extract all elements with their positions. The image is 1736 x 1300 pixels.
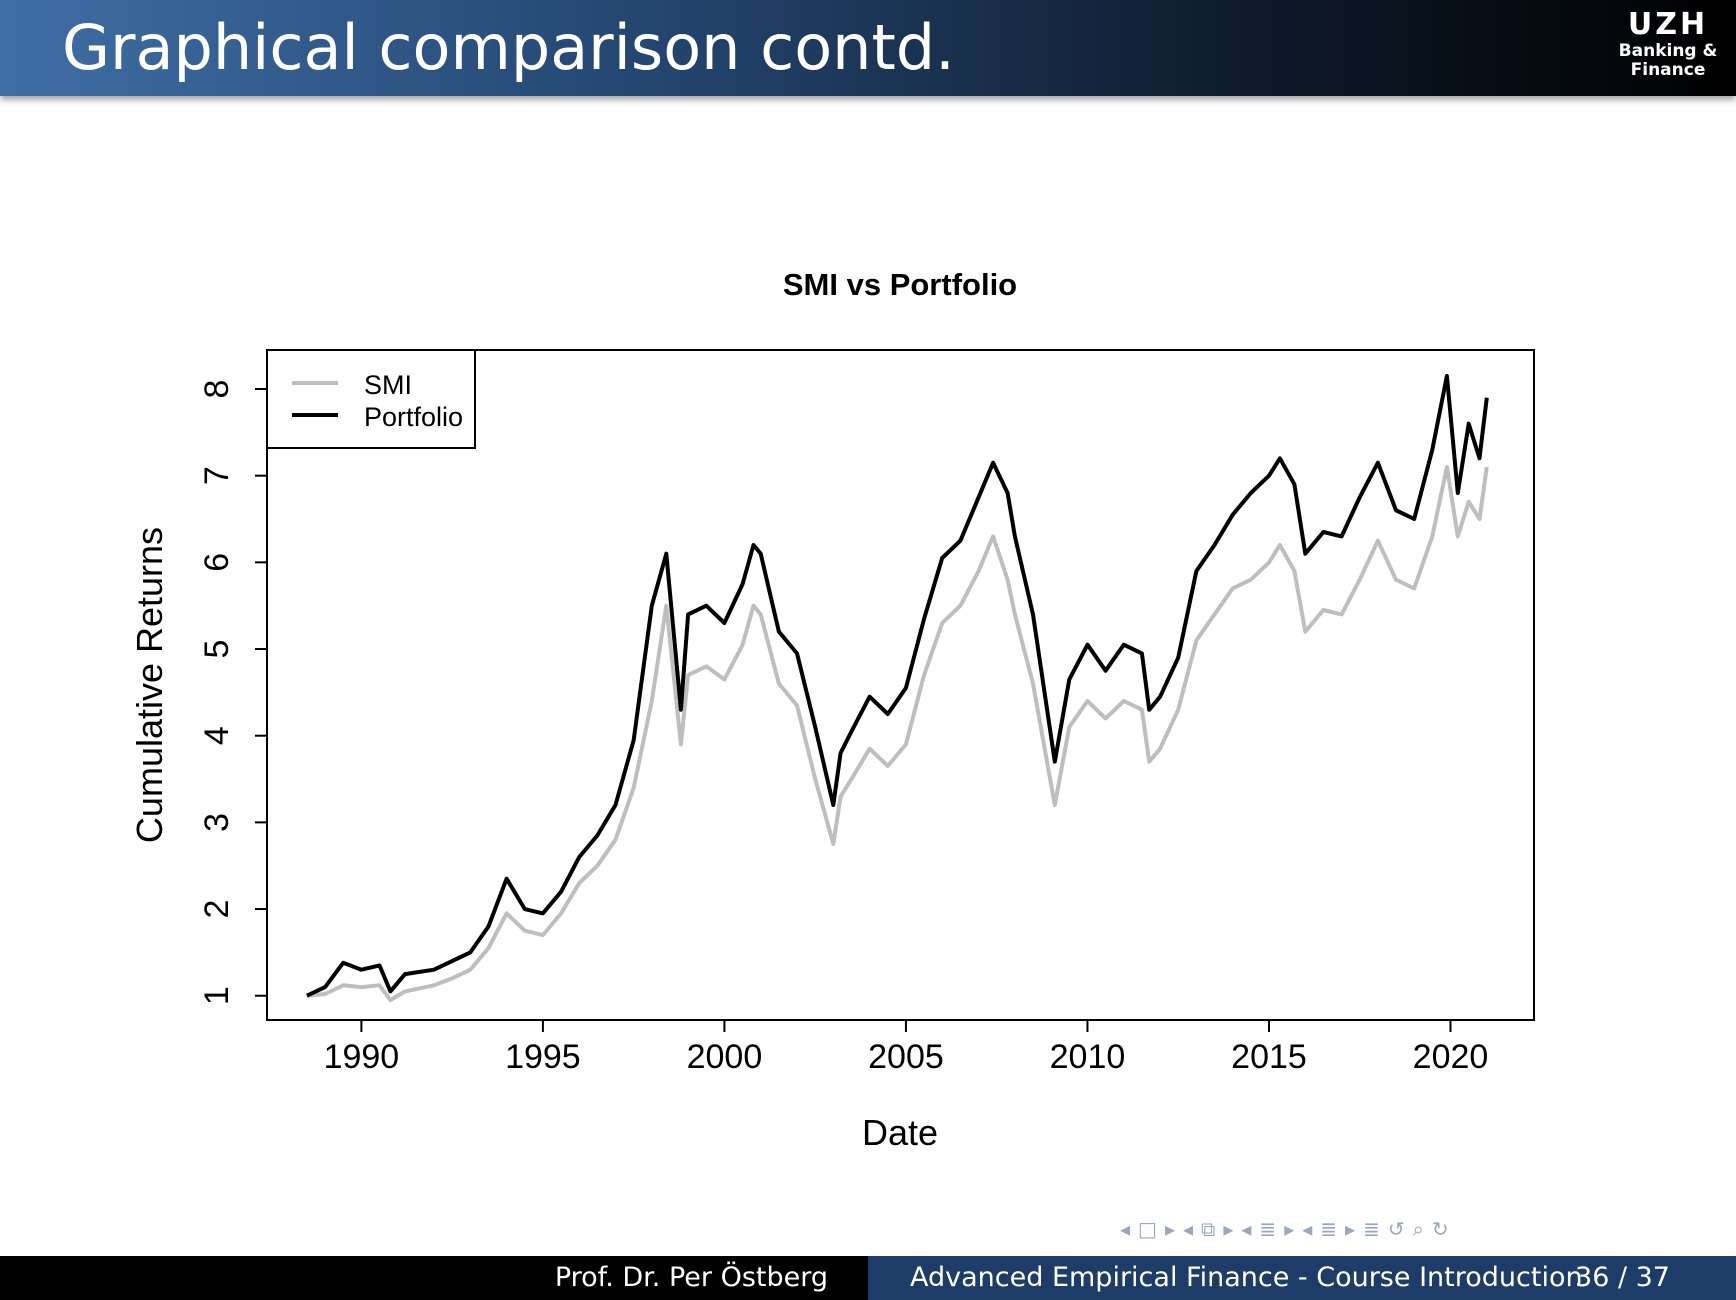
arrow-right-icon[interactable]: ▸ bbox=[1284, 1217, 1295, 1241]
slide-header: Graphical comparison contd. UZH Banking … bbox=[0, 0, 1736, 96]
y-tick-label: 3 bbox=[198, 813, 236, 832]
legend-label-smi: SMI bbox=[364, 370, 412, 400]
x-tick-label: 1990 bbox=[324, 1038, 400, 1076]
search-icon[interactable]: ⌕ bbox=[1412, 1217, 1424, 1241]
x-tick-label: 2005 bbox=[868, 1038, 944, 1076]
y-axis: 1 2 3 4 5 6 7 8 bbox=[198, 380, 268, 1005]
footer-author-bar: Prof. Dr. Per Östberg bbox=[0, 1256, 868, 1300]
chart-title: SMI vs Portfolio bbox=[783, 267, 1017, 302]
y-tick-label: 4 bbox=[198, 726, 236, 745]
arrow-left-icon[interactable]: ◂ bbox=[1120, 1217, 1131, 1241]
redo-icon[interactable]: ↻ bbox=[1431, 1217, 1449, 1241]
series-line-smi bbox=[306, 465, 1489, 1003]
footer-course-title: Advanced Empirical Finance - Course Intr… bbox=[910, 1262, 1583, 1293]
logo-sub-text: Banking & Finance bbox=[1618, 41, 1718, 80]
footer-course-bar: Advanced Empirical Finance - Course Intr… bbox=[868, 1256, 1736, 1300]
x-tick-label: 2000 bbox=[687, 1038, 763, 1076]
arrow-left-icon[interactable]: ◂ bbox=[1241, 1217, 1252, 1241]
legend: SMI Portfolio bbox=[266, 349, 476, 449]
arrow-right-icon[interactable]: ▸ bbox=[1223, 1217, 1234, 1241]
y-tick-label: 5 bbox=[198, 640, 236, 659]
slide-title: Graphical comparison contd. bbox=[62, 11, 955, 84]
y-axis-label: Cumulative Returns bbox=[129, 527, 170, 843]
legend-label-portfolio: Portfolio bbox=[364, 402, 463, 432]
x-tick-label: 2010 bbox=[1050, 1038, 1126, 1076]
y-tick-label: 6 bbox=[198, 553, 236, 572]
align-icon[interactable]: ≣ bbox=[1320, 1217, 1338, 1241]
slide-footer: Prof. Dr. Per Östberg Advanced Empirical… bbox=[0, 1256, 1736, 1300]
y-tick-label: 8 bbox=[198, 380, 236, 399]
x-axis: 1990 1995 2000 2005 2010 2015 2020 bbox=[324, 1019, 1489, 1076]
uzh-logo: UZH Banking & Finance bbox=[1618, 8, 1718, 80]
arrow-right-icon[interactable]: ▸ bbox=[1345, 1217, 1356, 1241]
undo-icon[interactable]: ↺ bbox=[1387, 1217, 1405, 1241]
x-tick-label: 2020 bbox=[1413, 1038, 1489, 1076]
align-icon[interactable]: ≣ bbox=[1363, 1217, 1380, 1241]
arrow-left-icon[interactable]: ◂ bbox=[1302, 1217, 1313, 1241]
y-tick-label: 2 bbox=[198, 900, 236, 919]
legend-box bbox=[266, 349, 476, 449]
cumulative-returns-chart: SMI vs Portfolio 1990 1995 2000 2005 2010 201… bbox=[129, 267, 1535, 1153]
footer-author: Prof. Dr. Per Östberg bbox=[554, 1262, 828, 1293]
plot-lines bbox=[306, 374, 1489, 1003]
section-icon[interactable]: ≣ bbox=[1259, 1217, 1277, 1241]
arrow-left-icon[interactable]: ◂ bbox=[1183, 1217, 1194, 1241]
y-tick-label: 7 bbox=[198, 466, 236, 485]
x-tick-label: 1995 bbox=[505, 1038, 581, 1076]
plot-frame bbox=[266, 349, 1535, 1021]
logo-main-text: UZH bbox=[1627, 7, 1709, 42]
x-axis-label: Date bbox=[862, 1112, 938, 1153]
y-tick-label: 1 bbox=[198, 986, 236, 1005]
footer-page-number: 36 / 37 bbox=[1575, 1262, 1670, 1293]
beamer-navigation: ◂ □ ▸ ◂ ⧉ ▸ ◂ ≣ ▸ ◂ ≣ ▸ ≣ ↺ ⌕ ↻ bbox=[1120, 1217, 1720, 1243]
x-tick-label: 2015 bbox=[1231, 1038, 1307, 1076]
series-line-portfolio bbox=[306, 374, 1489, 998]
arrow-right-icon[interactable]: ▸ bbox=[1164, 1217, 1175, 1241]
subsection-icon[interactable]: ⧉ bbox=[1201, 1217, 1216, 1241]
frame-icon[interactable]: □ bbox=[1138, 1217, 1157, 1241]
